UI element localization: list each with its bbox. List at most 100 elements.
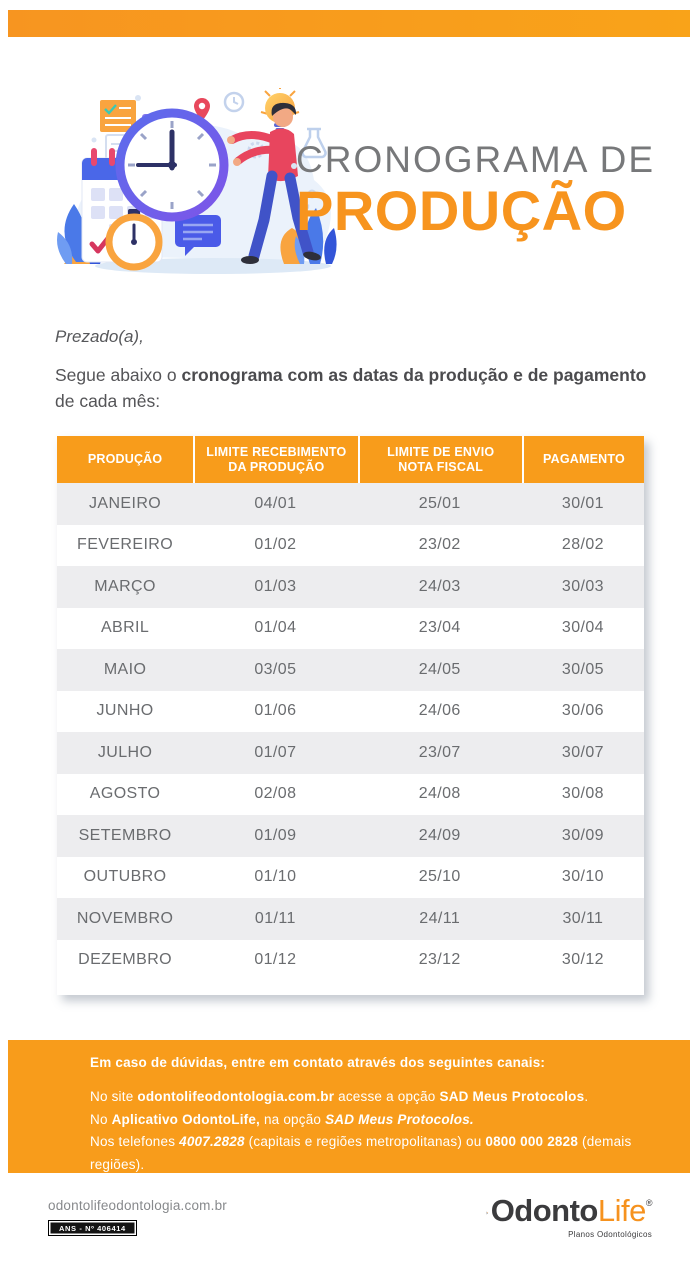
table-header-pagamento: PAGAMENTO — [521, 436, 644, 483]
flask-icon — [301, 127, 327, 159]
contact-heading: Em caso de dúvidas, entre em contato atr… — [90, 1055, 546, 1070]
table-cell: 24/08 — [418, 785, 461, 803]
page-title-line2: PRODUÇÃO — [296, 178, 627, 242]
table-row: FEVEREIRO 01/02 23/02 28/02 — [57, 524, 644, 566]
table-cell: 30/08 — [561, 785, 604, 803]
table-row: JULHO 01/07 23/07 30/07 — [57, 732, 644, 774]
table-cell: 04/01 — [254, 494, 297, 512]
table-cell: 30/09 — [561, 826, 604, 844]
table-row: ABRIL 01/04 23/04 30/04 — [57, 607, 644, 649]
table-cell: 30/11 — [562, 909, 604, 927]
table-cell: 30/04 — [561, 619, 604, 637]
clock-calendar-illustration — [57, 85, 337, 274]
table-cell: OUTUBRO — [83, 868, 167, 886]
table-row: AGOSTO 02/08 24/08 30/08 — [57, 773, 644, 815]
table-cell: 28/02 — [561, 536, 604, 554]
table-cell: 30/01 — [561, 494, 604, 512]
table-cell: AGOSTO — [89, 785, 161, 803]
table-cell: 24/06 — [418, 702, 461, 720]
intro-text-bold: cronograma com as datas da produção e de… — [181, 365, 647, 385]
table-cell: 30/10 — [561, 868, 604, 886]
text-segment: acesse a opção — [334, 1089, 440, 1104]
table-cell: 01/06 — [254, 702, 297, 720]
table-cell: SETEMBRO — [78, 826, 172, 844]
table-cell: 01/10 — [254, 868, 297, 886]
table-cell: 30/06 — [561, 702, 604, 720]
table-body: JANEIRO 04/01 25/01 30/01 FEVEREIRO 01/02 23/0… — [57, 483, 644, 981]
phone-number: 0800 000 2828 — [485, 1134, 579, 1149]
table-cell: 02/08 — [254, 785, 297, 803]
phone-number: 4007.2828 — [179, 1134, 245, 1149]
page-title: CRONOGRAMA DE PRODUÇÃO — [296, 139, 676, 242]
sad-protocolos-label: SAD Meus Protocolos — [439, 1089, 585, 1104]
table-row: MAIO 03/05 24/05 30/05 — [57, 649, 644, 691]
logo-life-text: Life — [597, 1193, 646, 1228]
stopwatch-icon — [105, 209, 163, 271]
clock-icon — [115, 108, 229, 222]
text-segment: . — [584, 1089, 589, 1104]
contact-line-app: No Aplicativo OdontoLife, na opção SAD M… — [90, 1109, 660, 1132]
table-cell: 01/12 — [254, 951, 297, 969]
table-cell: 01/07 — [254, 743, 297, 761]
small-clock-icon — [223, 91, 245, 113]
salutation-text: Prezado(a), — [55, 327, 144, 346]
text-segment: (demais regiões). — [90, 1134, 632, 1172]
header-line: NOTA FISCAL — [398, 459, 484, 474]
sad-protocolos-label: SAD Meus Protocolos. — [325, 1111, 474, 1127]
logo-odonto-text: Odonto — [490, 1193, 599, 1228]
app-name-label: Aplicativo OdontoLife, — [111, 1111, 261, 1127]
table-header-limite-recebimento: LIMITE RECEBIMENTO DA PRODUÇÃO — [193, 436, 358, 483]
schedule-table: PRODUÇÃO LIMITE RECEBIMENTO DA PRODUÇÃO … — [57, 436, 644, 995]
table-cell: 30/12 — [561, 951, 604, 969]
table-cell: 30/03 — [561, 577, 604, 595]
table-row: NOVEMBRO 01/11 24/11 30/11 — [57, 898, 644, 940]
table-cell: JANEIRO — [89, 494, 162, 512]
table-cell: 01/09 — [254, 826, 297, 844]
table-cell: FEVEREIRO — [77, 536, 174, 554]
footer-website-link[interactable]: odontolifeodontologia.com.br — [48, 1198, 227, 1213]
table-cell: 03/05 — [254, 660, 297, 678]
header-line: PRODUÇÃO — [87, 452, 163, 466]
table-cell: 01/03 — [254, 577, 297, 595]
table-row: OUTUBRO 01/10 25/10 30/10 — [57, 856, 644, 898]
table-cell: 23/12 — [418, 951, 461, 969]
sticky-note-icon — [100, 100, 136, 132]
table-cell: 24/11 — [419, 909, 461, 927]
text-segment: No site — [90, 1089, 138, 1104]
table-row: DEZEMBRO 01/12 23/12 30/12 — [57, 939, 644, 981]
table-cell: JUNHO — [96, 702, 154, 720]
table-cell: JULHO — [97, 743, 153, 761]
table-cell: 30/05 — [561, 660, 604, 678]
table-cell: 23/02 — [418, 536, 461, 554]
table-row: SETEMBRO 01/09 24/09 30/09 — [57, 815, 644, 857]
odontolife-logo-icon — [486, 1211, 489, 1215]
table-row: MARÇO 01/03 24/03 30/03 — [57, 566, 644, 608]
table-row: JUNHO 01/06 24/06 30/06 — [57, 690, 644, 732]
table-cell: 01/11 — [254, 909, 296, 927]
intro-text-prefix: Segue abaixo o — [55, 365, 182, 385]
contact-box: Em caso de dúvidas, entre em contato atr… — [8, 1040, 690, 1173]
header-illustration — [48, 85, 340, 288]
page-title-line1: CRONOGRAMA DE — [296, 139, 656, 180]
table-cell: 24/09 — [418, 826, 461, 844]
table-row: JANEIRO 04/01 25/01 30/01 — [57, 483, 644, 525]
header-line: LIMITE DE ENVIO — [387, 444, 495, 459]
intro-paragraph: Segue abaixo o cronograma com as datas d… — [55, 362, 652, 414]
text-segment: na opção — [260, 1111, 326, 1127]
odontolife-logo: OdontoLife® Planos Odontológicos — [486, 1193, 653, 1239]
text-segment: (capitais e regiões metropolitanas) ou — [244, 1134, 486, 1149]
header-line: DA PRODUÇÃO — [228, 459, 325, 474]
intro-text-suffix: de cada mês: — [55, 391, 161, 411]
registered-mark: ® — [645, 1198, 653, 1208]
table-cell: NOVEMBRO — [76, 909, 174, 927]
table-cell: MARÇO — [94, 577, 156, 595]
table-cell: 23/04 — [418, 619, 461, 637]
contact-line-phones: Nos telefones 4007.2828 (capitais e regi… — [90, 1131, 660, 1176]
contact-line-site: No site odontolifeodontologia.com.br ace… — [90, 1086, 660, 1109]
table-header-row: PRODUÇÃO LIMITE RECEBIMENTO DA PRODUÇÃO … — [57, 436, 644, 483]
text-segment: No — [90, 1111, 112, 1127]
table-cell: 01/04 — [254, 619, 297, 637]
site-url-text[interactable]: odontolifeodontologia.com.br — [137, 1089, 335, 1104]
decorative-dots — [91, 95, 297, 169]
